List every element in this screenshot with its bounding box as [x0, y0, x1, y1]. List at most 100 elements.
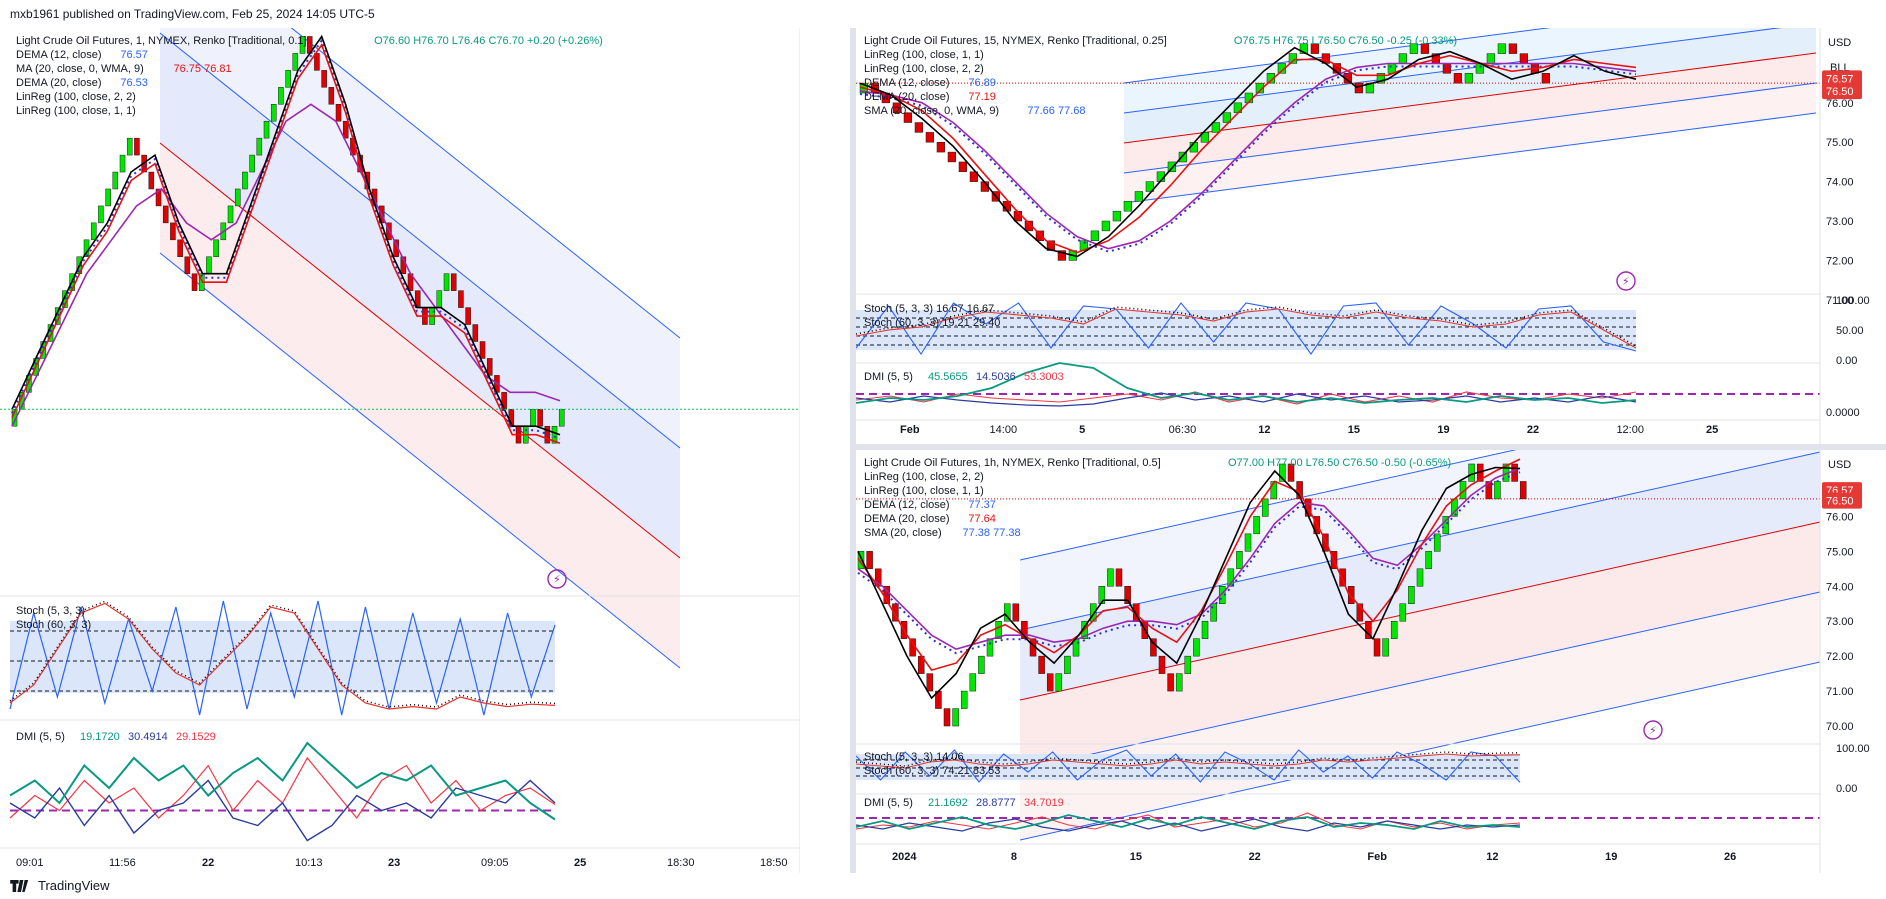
- renko-brick: [1253, 516, 1260, 535]
- time-axis-label: 8: [1011, 851, 1017, 863]
- renko-brick: [925, 132, 934, 143]
- renko-brick: [866, 551, 873, 570]
- stoch-axis-value: 50.00: [1836, 325, 1864, 337]
- renko-brick: [1408, 586, 1415, 604]
- dema20-line: [11, 43, 561, 444]
- indicator-legend-value: 76.57: [120, 49, 148, 61]
- renko-brick: [1486, 53, 1495, 64]
- linreg-line: [1123, 52, 1817, 144]
- linreg-line: [159, 252, 681, 669]
- renko-brick: [1255, 82, 1264, 94]
- renko-brick: [1101, 220, 1110, 232]
- renko-brick: [1046, 673, 1054, 692]
- linreg-band: [1020, 522, 1820, 770]
- time-axis-label: 18:50: [760, 857, 788, 869]
- renko-brick: [952, 708, 959, 727]
- chart-bottom-right-1h[interactable]: ⚡ Light Crude Oil Futures, 1h, NYMEX, Ren…: [856, 450, 1886, 873]
- renko-brick: [1453, 73, 1462, 84]
- stoch-k-line: [856, 749, 1521, 783]
- renko-brick: [1012, 603, 1020, 622]
- stoch-d-line: [856, 308, 1637, 349]
- time-axis-label: 15: [1348, 424, 1360, 436]
- renko-brick: [1387, 63, 1396, 74]
- renko-brick: [1519, 53, 1528, 64]
- price-axis-bg: [1820, 450, 1886, 873]
- renko-brick: [213, 239, 219, 258]
- stoch-axis-value: 0.00: [1836, 355, 1857, 367]
- renko-brick: [1299, 43, 1308, 54]
- renko-brick: [1021, 620, 1028, 639]
- renko-brick: [958, 161, 967, 173]
- indicator-legend-label: SMA (20, close, 0, WMA, 9): [864, 105, 999, 117]
- ohlc-readout: O76.75 H76.75 L76.50 C76.50 -0.25 (-0.33…: [1234, 35, 1457, 47]
- time-axis-label: 19: [1437, 424, 1449, 436]
- indicator-legend-label: LinReg (100, close, 1, 1): [864, 49, 984, 61]
- stoch-k-line: [856, 302, 1637, 356]
- renko-brick: [995, 620, 1002, 639]
- indicator-legend-value: 77.38 77.38: [963, 527, 1021, 539]
- renko-brick: [1464, 73, 1473, 84]
- price-tick: 71.00: [1826, 295, 1854, 307]
- stoch-legend-2: Stoch (60, 3, 3) 74.21 83.53: [864, 765, 1000, 777]
- ohlc-readout: O77.00 H77.00 L76.50 C76.50 -0.50 (-0.65…: [1228, 457, 1451, 469]
- publisher-line: mxb1961 published on TradingView.com, Fe…: [10, 7, 375, 21]
- renko-brick: [1055, 673, 1063, 692]
- time-axis-label: 12: [1486, 851, 1498, 863]
- renko-brick: [537, 409, 543, 427]
- renko-brick: [1107, 568, 1114, 587]
- renko-brick: [1134, 191, 1143, 202]
- tradingview-logo-icon: [10, 880, 29, 892]
- renko-brick: [321, 70, 327, 88]
- price-tick: 71.00: [1826, 686, 1854, 698]
- chart-left-1min[interactable]: ⚡ Light Crude Oil Futures, 1, NYMEX, Renk…: [0, 28, 800, 873]
- linreg-line: [1123, 112, 1817, 204]
- time-axis-label: 2024: [892, 851, 917, 863]
- lightning-icon: [547, 569, 567, 589]
- price-tick: 76.00: [1826, 98, 1854, 110]
- symbol-title: Light Crude Oil Futures, 1, NYMEX, Renko…: [16, 35, 307, 47]
- linreg-line: [1123, 82, 1817, 174]
- renko-brick: [969, 673, 977, 692]
- renko-brick: [270, 104, 277, 122]
- renko-brick: [1508, 43, 1517, 54]
- dmi-plus-line: [9, 741, 556, 821]
- indicator-legend-label: LinReg (100, close, 2, 2): [16, 91, 136, 103]
- pane-divider-horizontal[interactable]: [856, 444, 1886, 450]
- time-axis-label: 09:01: [16, 857, 44, 869]
- renko-brick: [479, 341, 486, 359]
- linreg-band: [160, 28, 680, 448]
- stoch-legend-2: Stoch (60, 3, 3): [16, 619, 91, 631]
- renko-brick: [458, 290, 464, 308]
- renko-brick: [1433, 533, 1441, 552]
- pane-divider[interactable]: [850, 28, 856, 873]
- indicator-legend-label: LinReg (100, close, 2, 2): [864, 471, 984, 483]
- chart-top-right-15min[interactable]: ⚡ Light Crude Oil Futures, 15, NYMEX, Ren…: [856, 28, 1886, 450]
- renko-brick: [947, 151, 956, 163]
- ma-wma-line: [11, 103, 561, 427]
- time-axis-label: 25: [1706, 424, 1718, 436]
- stoch-legend-1: Stoch (5, 3, 3) 14.06: [864, 751, 964, 763]
- renko-brick: [335, 104, 342, 122]
- time-axis-label: 22: [1249, 851, 1261, 863]
- indicator-legend-label: DEMA (12, close): [864, 77, 950, 89]
- dmi-adx-value: 29.1529: [176, 731, 216, 743]
- time-axis-label: 14:00: [990, 424, 1018, 436]
- dema-price-badge: [1822, 70, 1862, 87]
- dema20-line: [857, 458, 1521, 672]
- time-axis-label: Feb: [1367, 851, 1387, 863]
- time-axis-label: 10:13: [295, 857, 323, 869]
- price-tick: 75.00: [1826, 137, 1854, 149]
- renko-brick: [11, 409, 18, 427]
- renko-brick: [170, 222, 176, 241]
- symbol-title: Light Crude Oil Futures, 1h, NYMEX, Renk…: [864, 457, 1161, 469]
- renko-brick: [1200, 132, 1209, 143]
- renko-brick: [1511, 463, 1518, 482]
- dmi-plus-line: [856, 814, 1521, 830]
- renko-brick: [1494, 481, 1501, 500]
- renko-brick: [155, 188, 162, 207]
- renko-brick: [486, 358, 493, 376]
- renko-brick: [148, 171, 155, 190]
- linreg-line: [1019, 521, 1821, 701]
- linreg-line: [159, 142, 681, 559]
- dmi-plus-value: 21.1692: [928, 797, 968, 809]
